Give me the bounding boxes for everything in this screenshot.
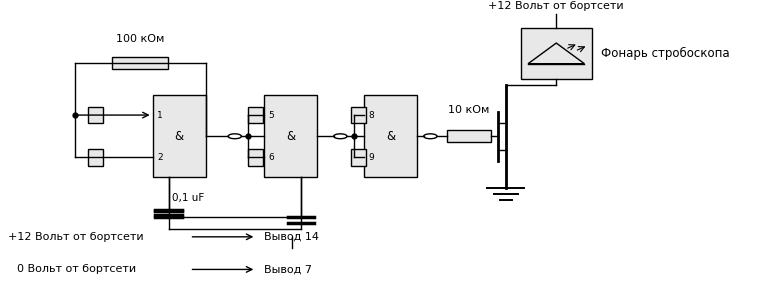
Text: Фонарь стробоскопа: Фонарь стробоскопа (600, 47, 729, 60)
Text: 5: 5 (268, 110, 274, 120)
Text: 100 кОм: 100 кОм (116, 34, 165, 44)
Text: 0 Вольт от бортсети: 0 Вольт от бортсети (17, 264, 136, 275)
Text: 1: 1 (157, 110, 162, 120)
Text: 2: 2 (157, 153, 162, 162)
Text: 0,1 uF: 0,1 uF (172, 193, 204, 203)
Bar (88, 149, 103, 166)
Text: &: & (386, 130, 395, 143)
Bar (248, 107, 263, 123)
Bar (364, 96, 417, 177)
Text: 9: 9 (368, 153, 374, 162)
Bar (263, 96, 317, 177)
Bar (446, 130, 491, 142)
Bar (248, 149, 263, 166)
Text: 10 кОм: 10 кОм (448, 105, 490, 115)
Bar (351, 149, 366, 166)
Text: 8: 8 (368, 110, 374, 120)
Bar (351, 107, 366, 123)
Bar (112, 57, 168, 69)
Text: Вывод 14: Вывод 14 (263, 232, 319, 242)
Bar (521, 28, 592, 79)
Text: &: & (286, 130, 295, 143)
Text: +12 Вольт от бортсети: +12 Вольт от бортсети (8, 232, 143, 242)
Text: &: & (175, 130, 184, 143)
Text: Вывод 7: Вывод 7 (263, 264, 312, 275)
Bar (88, 107, 103, 123)
Text: 6: 6 (268, 153, 274, 162)
Bar (153, 96, 206, 177)
Text: +12 Вольт от бортсети: +12 Вольт от бортсети (489, 1, 624, 11)
